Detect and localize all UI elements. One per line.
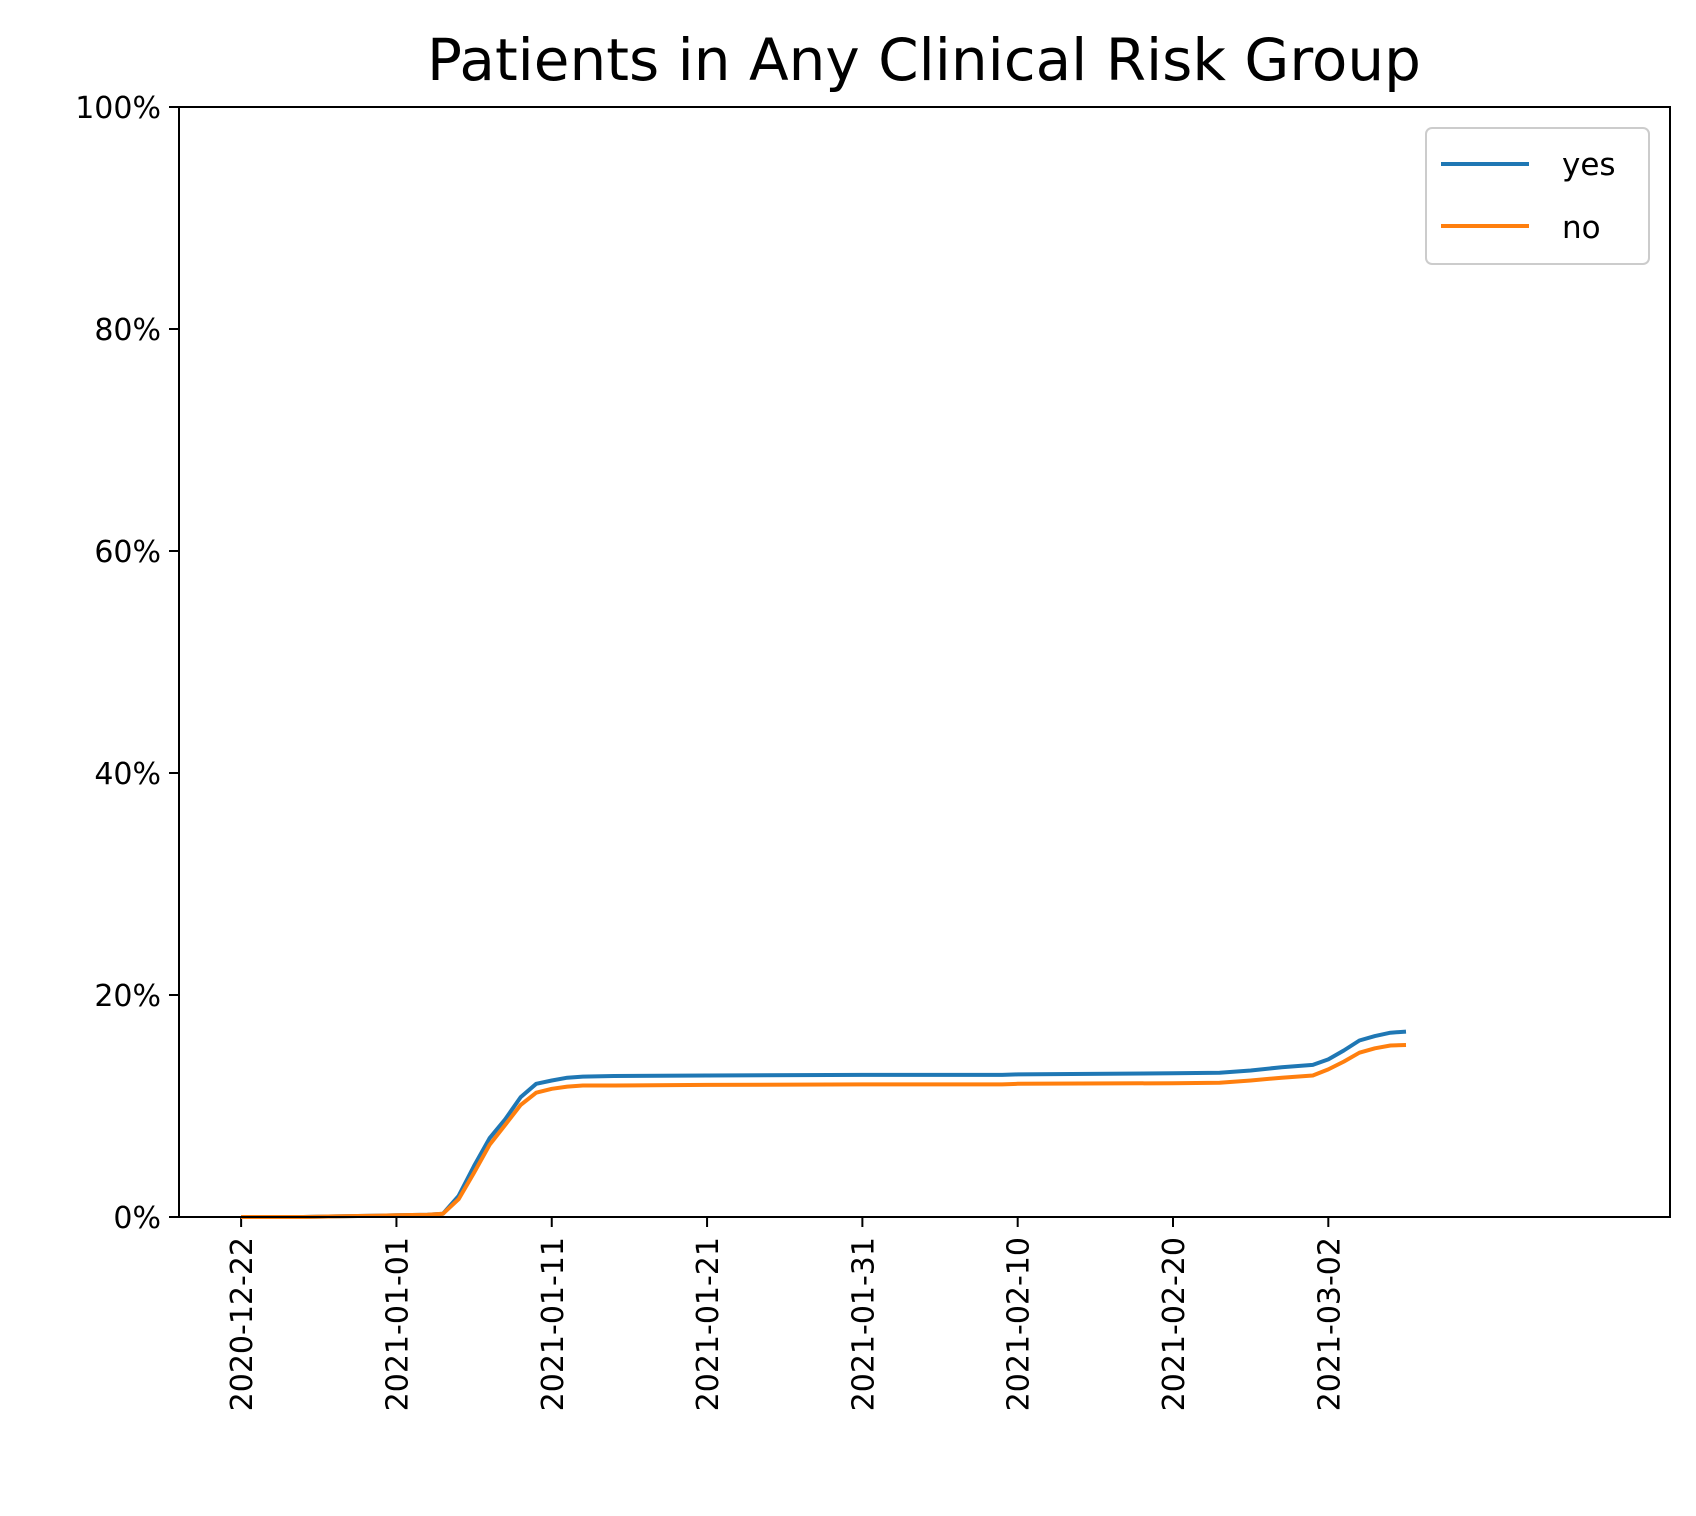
series-line-no [241,1043,1407,1219]
legend-label-no: no [1562,210,1601,246]
chart-title: Patients in Any Clinical Risk Group [427,26,1421,94]
legend: yes no [1425,127,1650,265]
series-layer [241,1029,1407,1219]
x-tick-label: 2021-01-01 [380,1237,415,1411]
x-tick-label: 2021-03-02 [1312,1237,1347,1411]
y-tick-label: 40% [94,757,161,792]
x-tick-label: 2021-01-31 [846,1237,881,1411]
x-tick-label: 2021-01-11 [536,1237,571,1411]
x-tick-label: 2020-12-22 [225,1237,260,1411]
y-tick-label: 0% [113,1201,161,1236]
y-axis: 0% 20% 40% 60% 80% 100% [75,91,179,1236]
y-tick-label: 20% [94,979,161,1014]
y-tick-label: 60% [94,535,161,570]
x-tick-label: 2021-02-20 [1157,1237,1192,1411]
plot-frame [178,106,1671,1218]
x-tick-label: 2021-01-21 [691,1237,726,1411]
y-tick-label: 100% [75,91,161,126]
x-tick-label: 2021-02-10 [1002,1237,1037,1411]
y-tick-label: 80% [94,313,161,348]
x-axis: 2020-12-22 2021-01-01 2021-01-11 2021-01-21… [225,1217,1347,1411]
legend-label-yes: yes [1562,147,1616,183]
